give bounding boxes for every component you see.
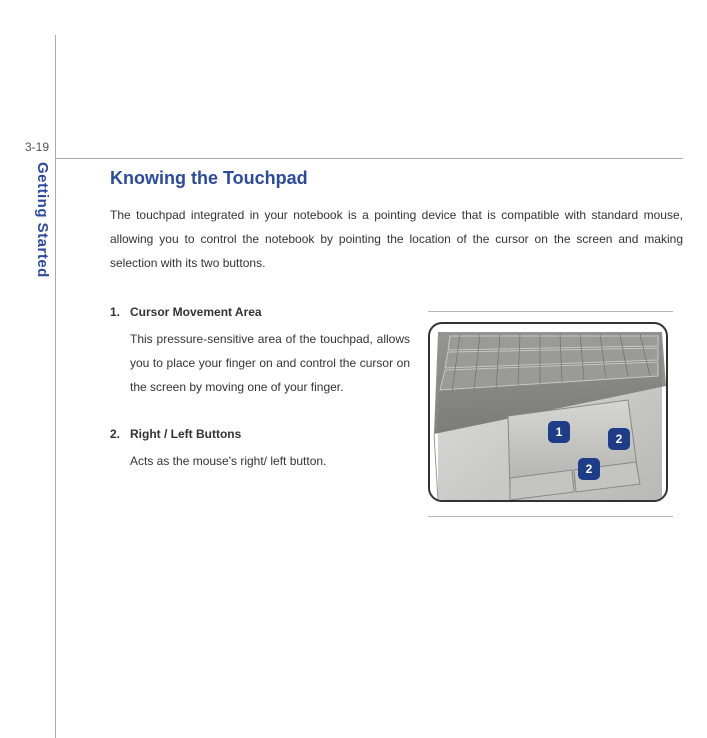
item-number: 1. [110,305,130,319]
callout-badge: 2 [578,458,600,480]
item-body: This pressure-sensitive area of the touc… [110,327,410,399]
list-item: 2.Right / Left Buttons Acts as the mouse… [110,427,410,473]
item-heading: Cursor Movement Area [130,305,262,319]
item-body: Acts as the mouse's right/ left button. [110,449,410,473]
callout-badge: 2 [608,428,630,450]
intro-paragraph: The touchpad integrated in your notebook… [110,203,683,275]
sidebar-label: Getting Started [34,162,51,278]
text-column: 1.Cursor Movement Area This pressure-sen… [110,305,410,501]
figure-divider-top [428,311,673,312]
section-title: Knowing the Touchpad [110,168,683,189]
top-border [55,158,683,159]
item-number: 2. [110,427,130,441]
callout-badge: 1 [548,421,570,443]
vertical-border [55,35,56,738]
item-heading: Right / Left Buttons [130,427,241,441]
content-area: Knowing the Touchpad The touchpad integr… [110,168,683,517]
list-item: 1.Cursor Movement Area This pressure-sen… [110,305,410,399]
figure-column: 1 2 2 [428,305,673,517]
figure-divider-bottom [428,516,673,517]
page-number: 3-19 [25,140,49,154]
touchpad-figure: 1 2 2 [428,322,668,502]
touchpad-illustration [430,324,668,502]
